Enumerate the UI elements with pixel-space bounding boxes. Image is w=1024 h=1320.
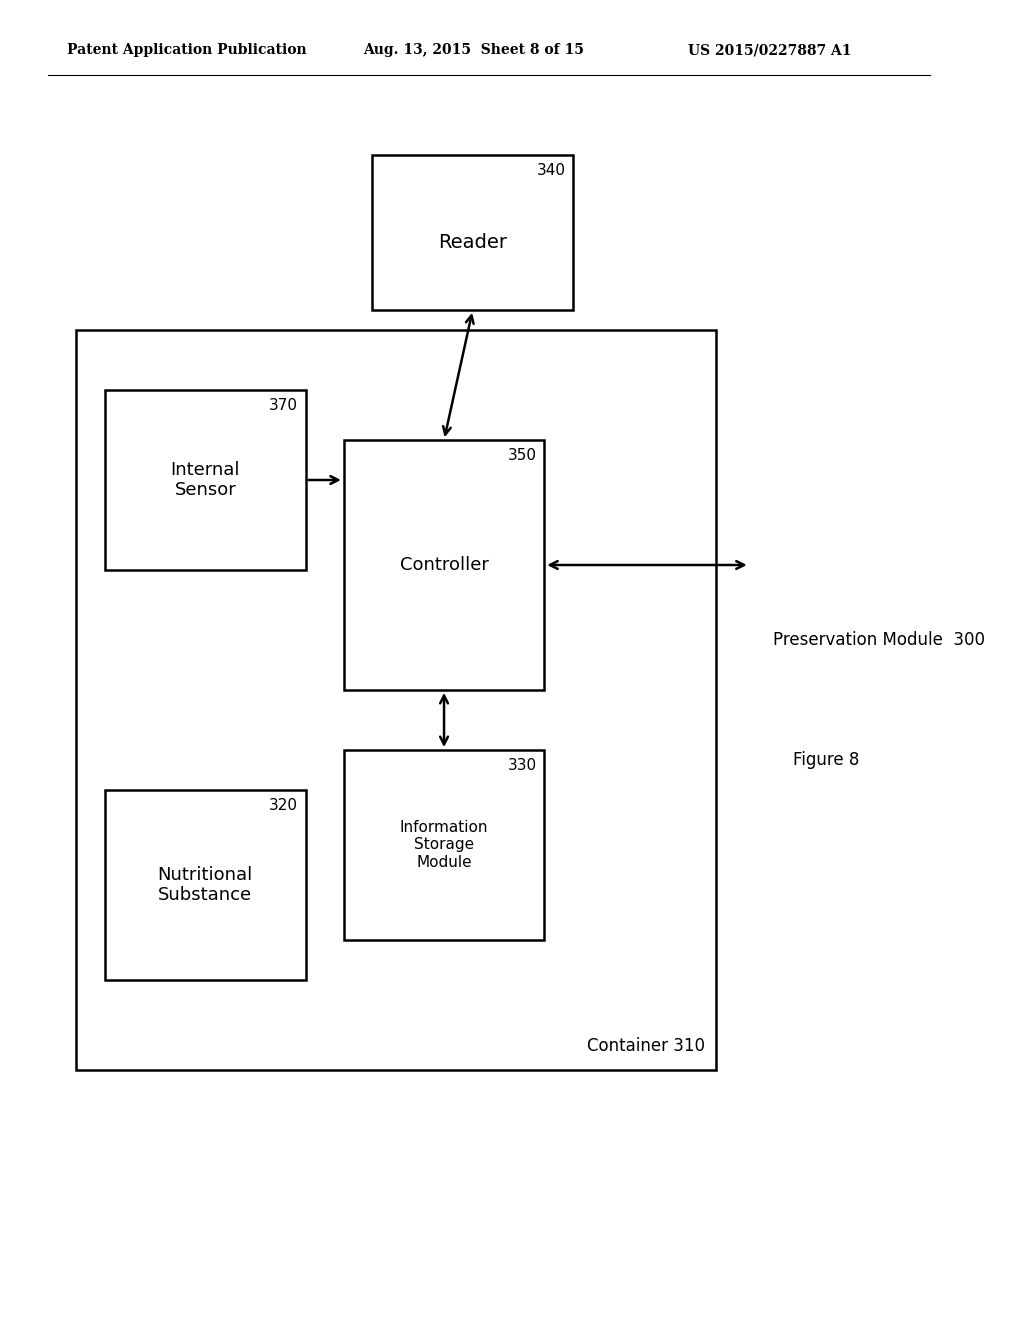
Text: Container 310: Container 310 [587, 1038, 705, 1055]
Text: Information
Storage
Module: Information Storage Module [399, 820, 488, 870]
Bar [105, 789, 305, 979]
Text: 340: 340 [537, 162, 565, 178]
Bar [373, 154, 573, 310]
Bar [105, 389, 305, 570]
Text: Controller: Controller [399, 556, 488, 574]
Bar [344, 750, 545, 940]
Bar [344, 440, 545, 690]
Text: 320: 320 [269, 799, 298, 813]
Text: Figure 8: Figure 8 [793, 751, 859, 770]
Text: US 2015/0227887 A1: US 2015/0227887 A1 [687, 44, 851, 57]
Bar [77, 330, 716, 1071]
Text: Reader: Reader [438, 234, 507, 252]
Text: 370: 370 [269, 399, 298, 413]
Text: Internal
Sensor: Internal Sensor [171, 461, 240, 499]
Text: 350: 350 [508, 447, 537, 463]
Text: Preservation Module  300: Preservation Module 300 [773, 631, 985, 649]
Text: Patent Application Publication: Patent Application Publication [67, 44, 306, 57]
Text: Aug. 13, 2015  Sheet 8 of 15: Aug. 13, 2015 Sheet 8 of 15 [362, 44, 584, 57]
Text: 330: 330 [508, 758, 537, 774]
Text: Nutritional
Substance: Nutritional Substance [158, 866, 253, 904]
